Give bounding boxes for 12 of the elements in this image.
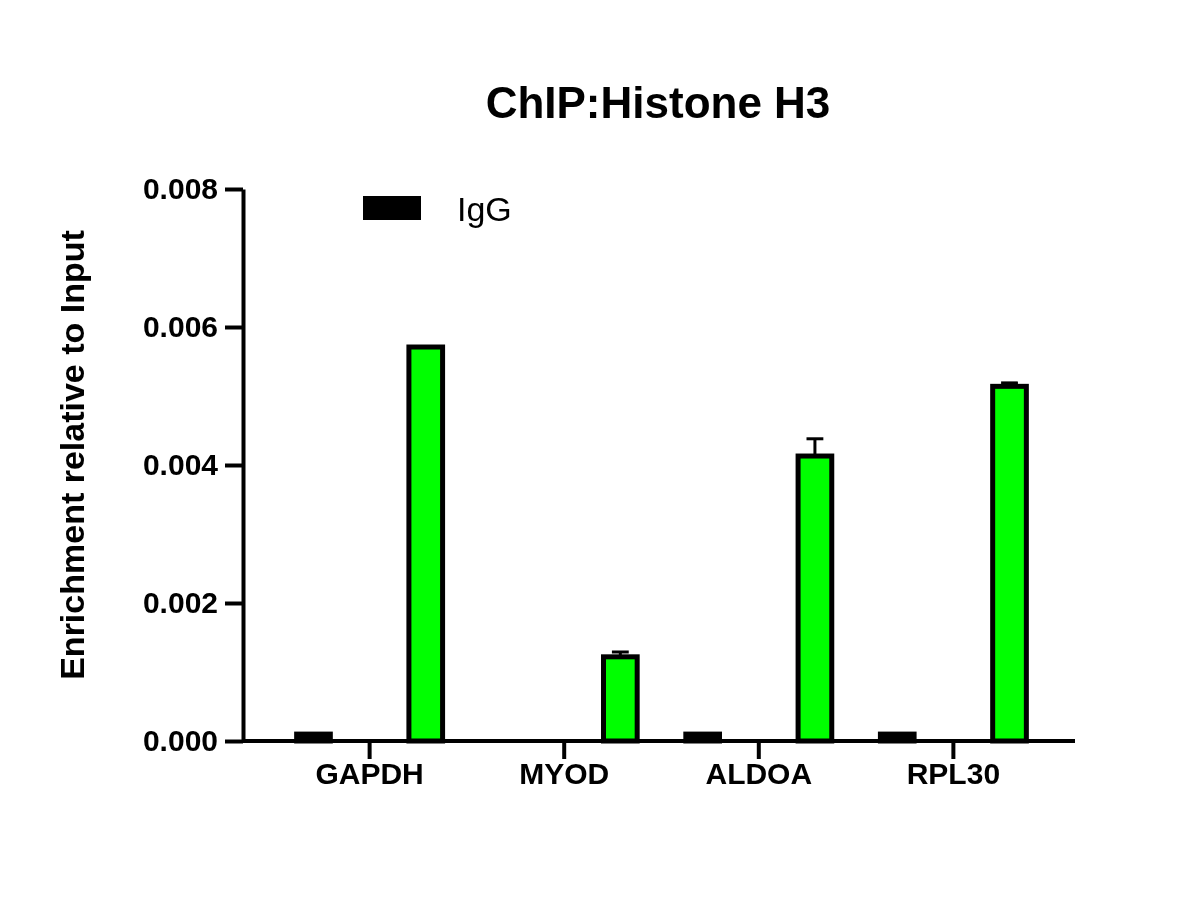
y-tick-label: 0.002 xyxy=(142,586,218,620)
x-tick-label: RPL30 xyxy=(906,757,1001,790)
chart-title: ChIP:Histone H3 xyxy=(485,78,831,127)
y-axis-title: Enrichment relative to Input xyxy=(53,230,91,680)
y-tick-label: 0.008 xyxy=(142,172,218,206)
y-tick-label: 0.000 xyxy=(142,724,218,758)
x-tick-label: ALDOA xyxy=(705,757,813,790)
x-tick-label: MYOD xyxy=(519,757,610,790)
y-tick-label: 0.004 xyxy=(142,448,219,482)
legend-label: IgG xyxy=(457,190,512,228)
y-tick-label: 0.006 xyxy=(142,310,218,344)
x-tick-label: GAPDH xyxy=(315,757,424,790)
